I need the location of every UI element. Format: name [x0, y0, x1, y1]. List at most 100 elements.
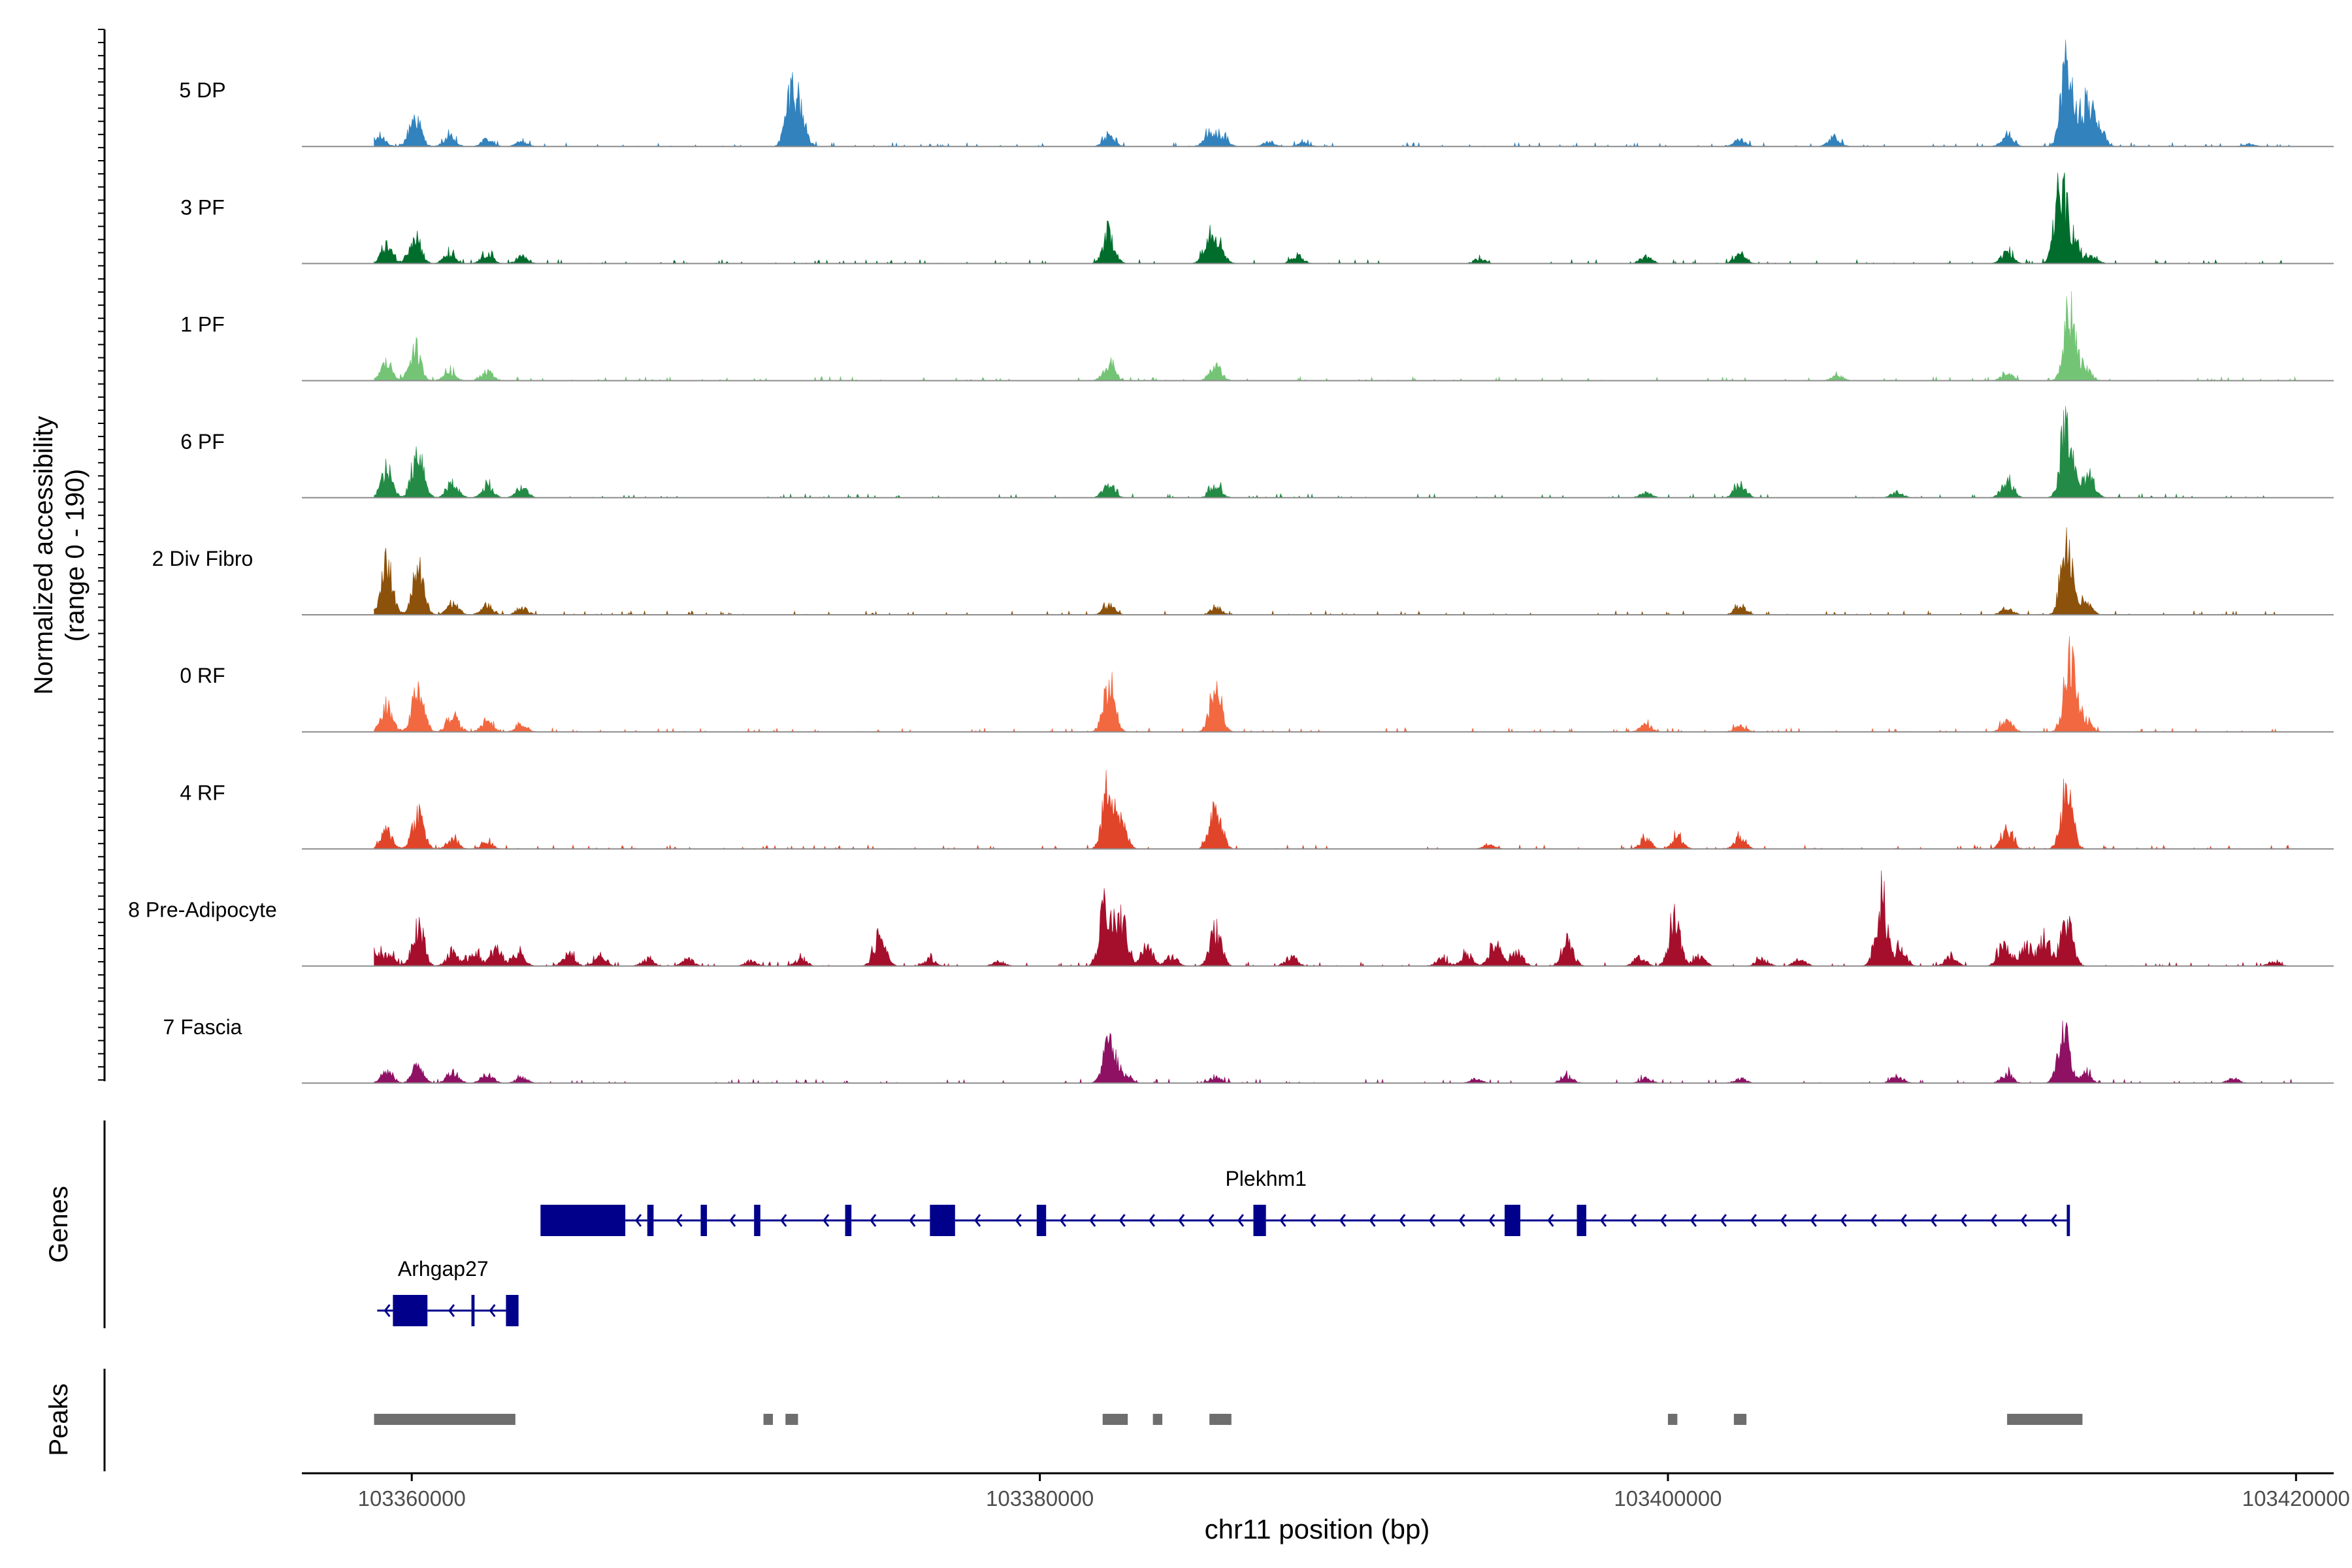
gene-exon [393, 1295, 428, 1326]
x-axis-tick-label: 103400000 [1614, 1486, 1722, 1511]
x-axis-tick-label: 103360000 [358, 1486, 466, 1511]
strand-arrow [1119, 1214, 1126, 1227]
strand-arrow [1990, 1214, 1997, 1227]
strand-arrow [1207, 1214, 1215, 1227]
strand-arrow [1960, 1214, 1967, 1227]
track-label: 1 PF [180, 313, 225, 336]
strand-arrow [729, 1214, 736, 1227]
peak-region [785, 1414, 798, 1425]
strand-arrow [909, 1214, 916, 1227]
gene-exon [2066, 1205, 2070, 1236]
peaks-panel-label: Peaks [44, 1383, 73, 1456]
genes-panel-label: Genes [44, 1186, 73, 1263]
track-label: 2 Div Fibro [152, 547, 253, 570]
gene-exon [647, 1205, 654, 1236]
peak-region [1152, 1414, 1163, 1425]
coverage-tracks-panel: Normalized accessibility (range 0 - 190)… [29, 29, 2334, 1084]
strand-arrow [974, 1214, 981, 1227]
strand-arrow [1900, 1214, 1907, 1227]
track-label: 8 Pre-Adipocyte [128, 898, 277, 922]
gene-exon [540, 1205, 626, 1236]
coverage-track: 0 RF [180, 636, 2334, 733]
strand-arrow [1399, 1214, 1406, 1227]
track-label: 4 RF [180, 781, 225, 804]
peak-region [1209, 1414, 1232, 1425]
track-label: 3 PF [180, 195, 225, 219]
gene-exon [754, 1205, 760, 1236]
strand-arrow [1630, 1214, 1637, 1227]
gene-exon [700, 1205, 708, 1236]
gene-model: Plekhm1 [540, 1167, 2070, 1236]
peak-region [1102, 1414, 1128, 1425]
strand-arrow [1600, 1214, 1607, 1227]
strand-arrow [384, 1304, 391, 1317]
gene-exon [471, 1295, 475, 1326]
strand-arrow [1810, 1214, 1817, 1227]
x-axis-tick-label: 103420000 [2242, 1486, 2350, 1511]
track-label: 6 PF [180, 430, 225, 453]
gene-label: Arhgap27 [398, 1257, 489, 1281]
x-axis-label: chr11 position (bp) [1205, 1514, 1430, 1544]
strand-arrow [1780, 1214, 1787, 1227]
strand-arrow [780, 1214, 787, 1227]
strand-arrow [823, 1214, 830, 1227]
coverage-track: 8 Pre-Adipocyte [128, 870, 2334, 967]
coverage-track-group: 5 DP 3 PF 1 PF 6 PF 2 Div Fibro 0 RF 4 RF 8 Pre… [128, 39, 2334, 1084]
strand-arrow [1148, 1214, 1156, 1227]
strand-arrow [1237, 1214, 1244, 1227]
peak-region [763, 1414, 774, 1425]
gene-exon [1505, 1205, 1521, 1236]
strand-arrow [676, 1214, 683, 1227]
x-axis-tick-group: 103360000 103380000 103400000 103420000 [358, 1473, 2350, 1511]
strand-arrow [1458, 1214, 1465, 1227]
peak-region [1733, 1414, 1747, 1425]
coverage-track: 5 DP [179, 39, 2334, 148]
strand-arrow [1720, 1214, 1727, 1227]
gene-exon [506, 1295, 519, 1326]
strand-arrow [1690, 1214, 1697, 1227]
strand-arrow [1488, 1214, 1495, 1227]
coverage-track: 6 PF [180, 406, 2334, 498]
track-label: 5 DP [179, 78, 225, 102]
gene-exon [1253, 1205, 1266, 1236]
gene-model: Arhgap27 [377, 1257, 519, 1326]
peaks-panel: Peaks [44, 1369, 2083, 1471]
peak-region [1667, 1414, 1678, 1425]
x-axis-tick-label: 103380000 [986, 1486, 1094, 1511]
coverage-track: 4 RF [180, 770, 2334, 850]
strand-arrow [1870, 1214, 1877, 1227]
strand-arrow [1369, 1214, 1376, 1227]
strand-arrow [1840, 1214, 1847, 1227]
strand-arrow [2050, 1214, 2057, 1227]
strand-arrow [1339, 1214, 1347, 1227]
peak-region [374, 1414, 515, 1425]
strand-arrow [1750, 1214, 1757, 1227]
strand-arrow [1309, 1214, 1316, 1227]
strand-arrow [1659, 1214, 1667, 1227]
strand-arrow [1089, 1214, 1096, 1227]
coverage-y-axis-ticks [98, 29, 105, 1081]
track-label: 7 Fascia [163, 1015, 242, 1039]
peak-region [2007, 1414, 2083, 1425]
strand-arrow [1178, 1214, 1185, 1227]
strand-arrow [1015, 1214, 1022, 1227]
strand-arrow [1428, 1214, 1436, 1227]
y-axis-label-line1: Normalized accessibility [29, 416, 58, 695]
strand-arrow [635, 1214, 642, 1227]
gene-exon [1036, 1205, 1047, 1236]
coverage-track: 7 Fascia [163, 1015, 2334, 1084]
x-axis: 103360000 103380000 103400000 103420000 chr… [302, 1472, 2350, 1544]
coverage-track: 1 PF [180, 291, 2334, 382]
strand-arrow [2020, 1214, 2027, 1227]
genes-panel: Genes Plekhm1 Arhgap27 [44, 1120, 2070, 1328]
strand-arrow [448, 1304, 455, 1317]
strand-arrow [1547, 1214, 1554, 1227]
coverage-track: 3 PF [180, 172, 2334, 265]
gene-exon [1576, 1205, 1586, 1236]
strand-arrow [870, 1214, 877, 1227]
strand-arrow [1279, 1214, 1286, 1227]
strand-arrow [1059, 1214, 1067, 1227]
track-label: 0 RF [180, 664, 225, 687]
y-axis-label-line2: (range 0 - 190) [61, 469, 90, 642]
